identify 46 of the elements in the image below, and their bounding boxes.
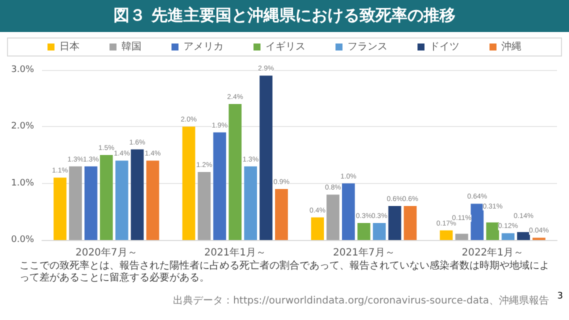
bar xyxy=(326,194,340,240)
bar xyxy=(486,222,500,240)
bar xyxy=(84,166,98,240)
bar xyxy=(311,217,324,240)
bar xyxy=(440,230,453,240)
legend-label: フランス xyxy=(348,42,388,52)
legend-label: アメリカ xyxy=(184,42,224,52)
bar xyxy=(69,166,82,240)
bar xyxy=(100,155,113,240)
bar xyxy=(146,160,160,240)
legend-label: 韓国 xyxy=(122,40,142,52)
y-tick-label: 0.0% xyxy=(11,235,34,245)
legend-label: 沖縄 xyxy=(502,40,522,52)
text: 出典データ：https://ourworldindata.org/coronavirus-source-data、沖縄県報告 xyxy=(173,294,550,306)
y-tick-label: 1.0% xyxy=(11,178,34,188)
chart-title: 図３ 先進主要国と沖縄県における致死率の推移 xyxy=(114,6,456,24)
bar xyxy=(130,149,144,240)
bar xyxy=(372,223,386,240)
bar xyxy=(388,206,402,240)
bar xyxy=(54,178,66,240)
legend-label: 日本 xyxy=(60,40,80,52)
bar xyxy=(260,76,272,240)
y-tick-label: 2.0% xyxy=(11,122,34,132)
bar xyxy=(115,160,128,240)
bar xyxy=(517,232,530,240)
bar xyxy=(470,204,484,240)
bar xyxy=(357,223,370,240)
bar xyxy=(404,206,417,240)
text: 3 xyxy=(557,292,564,302)
bar xyxy=(275,189,288,240)
x-tick-label: 2021年1月～ xyxy=(204,246,266,258)
bar xyxy=(502,233,515,240)
text: ここでの致死率とは、報告された陽性者に占める死亡者の割合であって、報告されていない感染者数は時期や地域によって差があることに留意する必要がある。 xyxy=(20,260,550,284)
bar xyxy=(455,234,468,240)
x-tick-label: 2020年7月～ xyxy=(75,246,138,258)
bar xyxy=(213,132,226,240)
bar xyxy=(342,183,355,240)
x-tick-label: 2021年7月～ xyxy=(332,246,395,258)
x-tick-label: 2022年1月～ xyxy=(462,246,524,258)
bar xyxy=(244,166,258,240)
bar xyxy=(198,172,211,240)
legend-label: ドイツ xyxy=(430,42,460,52)
bar xyxy=(182,126,196,240)
y-tick-label: 3.0% xyxy=(11,65,34,75)
legend-label: イギリス xyxy=(266,40,306,52)
bar xyxy=(228,104,242,240)
